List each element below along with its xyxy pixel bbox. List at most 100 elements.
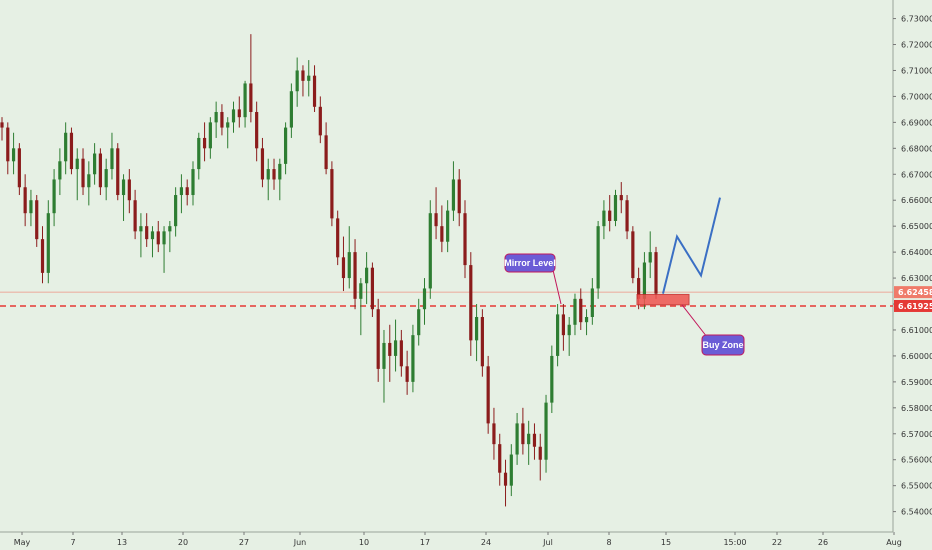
candle[interactable] — [69, 127, 74, 175]
candle[interactable] — [214, 101, 218, 138]
candle[interactable] — [648, 231, 652, 279]
candle[interactable] — [283, 122, 288, 175]
price-axis-area[interactable] — [893, 0, 932, 550]
candle[interactable] — [550, 345, 554, 414]
candle[interactable] — [324, 122, 328, 175]
candle[interactable] — [179, 174, 184, 214]
candle[interactable] — [266, 158, 270, 201]
candle[interactable] — [255, 101, 259, 162]
candle[interactable] — [422, 278, 427, 325]
candle[interactable] — [307, 60, 311, 97]
candle[interactable] — [35, 195, 39, 247]
candle[interactable] — [156, 220, 160, 253]
candle[interactable] — [382, 329, 386, 403]
buy-zone-box[interactable] — [636, 293, 690, 306]
candle[interactable] — [220, 104, 224, 136]
candle[interactable] — [127, 169, 131, 214]
candle[interactable] — [58, 148, 62, 196]
candle[interactable] — [6, 122, 10, 175]
candle[interactable] — [469, 252, 473, 356]
candle[interactable] — [23, 174, 27, 227]
candle[interactable] — [330, 161, 334, 227]
plot-area[interactable] — [0, 0, 893, 532]
candle[interactable] — [393, 319, 398, 372]
candle[interactable] — [347, 226, 351, 289]
candle[interactable] — [417, 298, 421, 346]
candle[interactable] — [341, 236, 346, 292]
candle[interactable] — [93, 143, 97, 185]
mirror-level-callout[interactable] — [504, 253, 556, 273]
candle[interactable] — [46, 200, 50, 284]
candle[interactable] — [191, 161, 195, 206]
candle[interactable] — [17, 143, 21, 196]
candle[interactable] — [208, 117, 212, 159]
candle[interactable] — [301, 65, 305, 97]
candle[interactable] — [602, 200, 606, 240]
candle[interactable] — [527, 420, 531, 465]
candle[interactable] — [116, 143, 120, 201]
candle[interactable] — [365, 252, 369, 305]
candle[interactable] — [567, 316, 571, 356]
candle[interactable] — [492, 407, 496, 460]
candle[interactable] — [0, 117, 4, 141]
candle[interactable] — [81, 148, 85, 196]
candle[interactable] — [29, 189, 33, 227]
candle[interactable] — [110, 132, 114, 180]
candle[interactable] — [133, 189, 137, 240]
candle[interactable] — [260, 137, 265, 188]
candle[interactable] — [503, 459, 508, 507]
candle[interactable] — [139, 213, 143, 258]
candle[interactable] — [197, 132, 201, 180]
candle[interactable] — [87, 161, 91, 206]
candle[interactable] — [11, 132, 16, 175]
candle[interactable] — [434, 187, 438, 240]
candle[interactable] — [619, 182, 623, 214]
candle[interactable] — [272, 158, 276, 190]
candle[interactable] — [608, 195, 612, 232]
candle[interactable] — [596, 220, 600, 299]
candle[interactable] — [243, 80, 247, 128]
candle[interactable] — [631, 226, 635, 284]
candle[interactable] — [463, 200, 467, 279]
candle[interactable] — [538, 433, 542, 481]
candle[interactable] — [411, 324, 415, 393]
candle[interactable] — [579, 288, 583, 330]
candle[interactable] — [544, 394, 548, 473]
candle[interactable] — [474, 304, 479, 362]
candle[interactable] — [40, 226, 45, 284]
candle[interactable] — [202, 122, 207, 162]
candle[interactable] — [98, 148, 102, 196]
candle[interactable] — [231, 101, 236, 133]
candle[interactable] — [64, 122, 68, 175]
candle[interactable] — [226, 117, 230, 149]
candle[interactable] — [162, 226, 166, 273]
candle[interactable] — [52, 169, 56, 227]
candle[interactable] — [174, 187, 178, 237]
candle[interactable] — [278, 158, 282, 201]
candle[interactable] — [295, 57, 299, 107]
candle[interactable] — [75, 148, 79, 201]
candle[interactable] — [521, 407, 525, 455]
candle[interactable] — [353, 239, 357, 310]
candle[interactable] — [428, 200, 432, 299]
candle[interactable] — [457, 169, 461, 227]
candle[interactable] — [654, 246, 658, 299]
candle[interactable] — [168, 220, 172, 253]
candle[interactable] — [237, 96, 241, 128]
candle[interactable] — [584, 309, 589, 336]
candle[interactable] — [532, 423, 537, 460]
candle[interactable] — [336, 210, 340, 266]
candle[interactable] — [249, 34, 253, 123]
candle[interactable] — [312, 65, 317, 112]
candle[interactable] — [388, 324, 392, 382]
candle[interactable] — [185, 179, 189, 206]
candle[interactable] — [318, 96, 322, 144]
candle[interactable] — [590, 278, 594, 325]
candle[interactable] — [446, 200, 450, 253]
candle[interactable] — [556, 304, 560, 367]
candle[interactable] — [573, 293, 577, 336]
candle[interactable] — [359, 278, 363, 336]
candle[interactable] — [509, 444, 513, 497]
